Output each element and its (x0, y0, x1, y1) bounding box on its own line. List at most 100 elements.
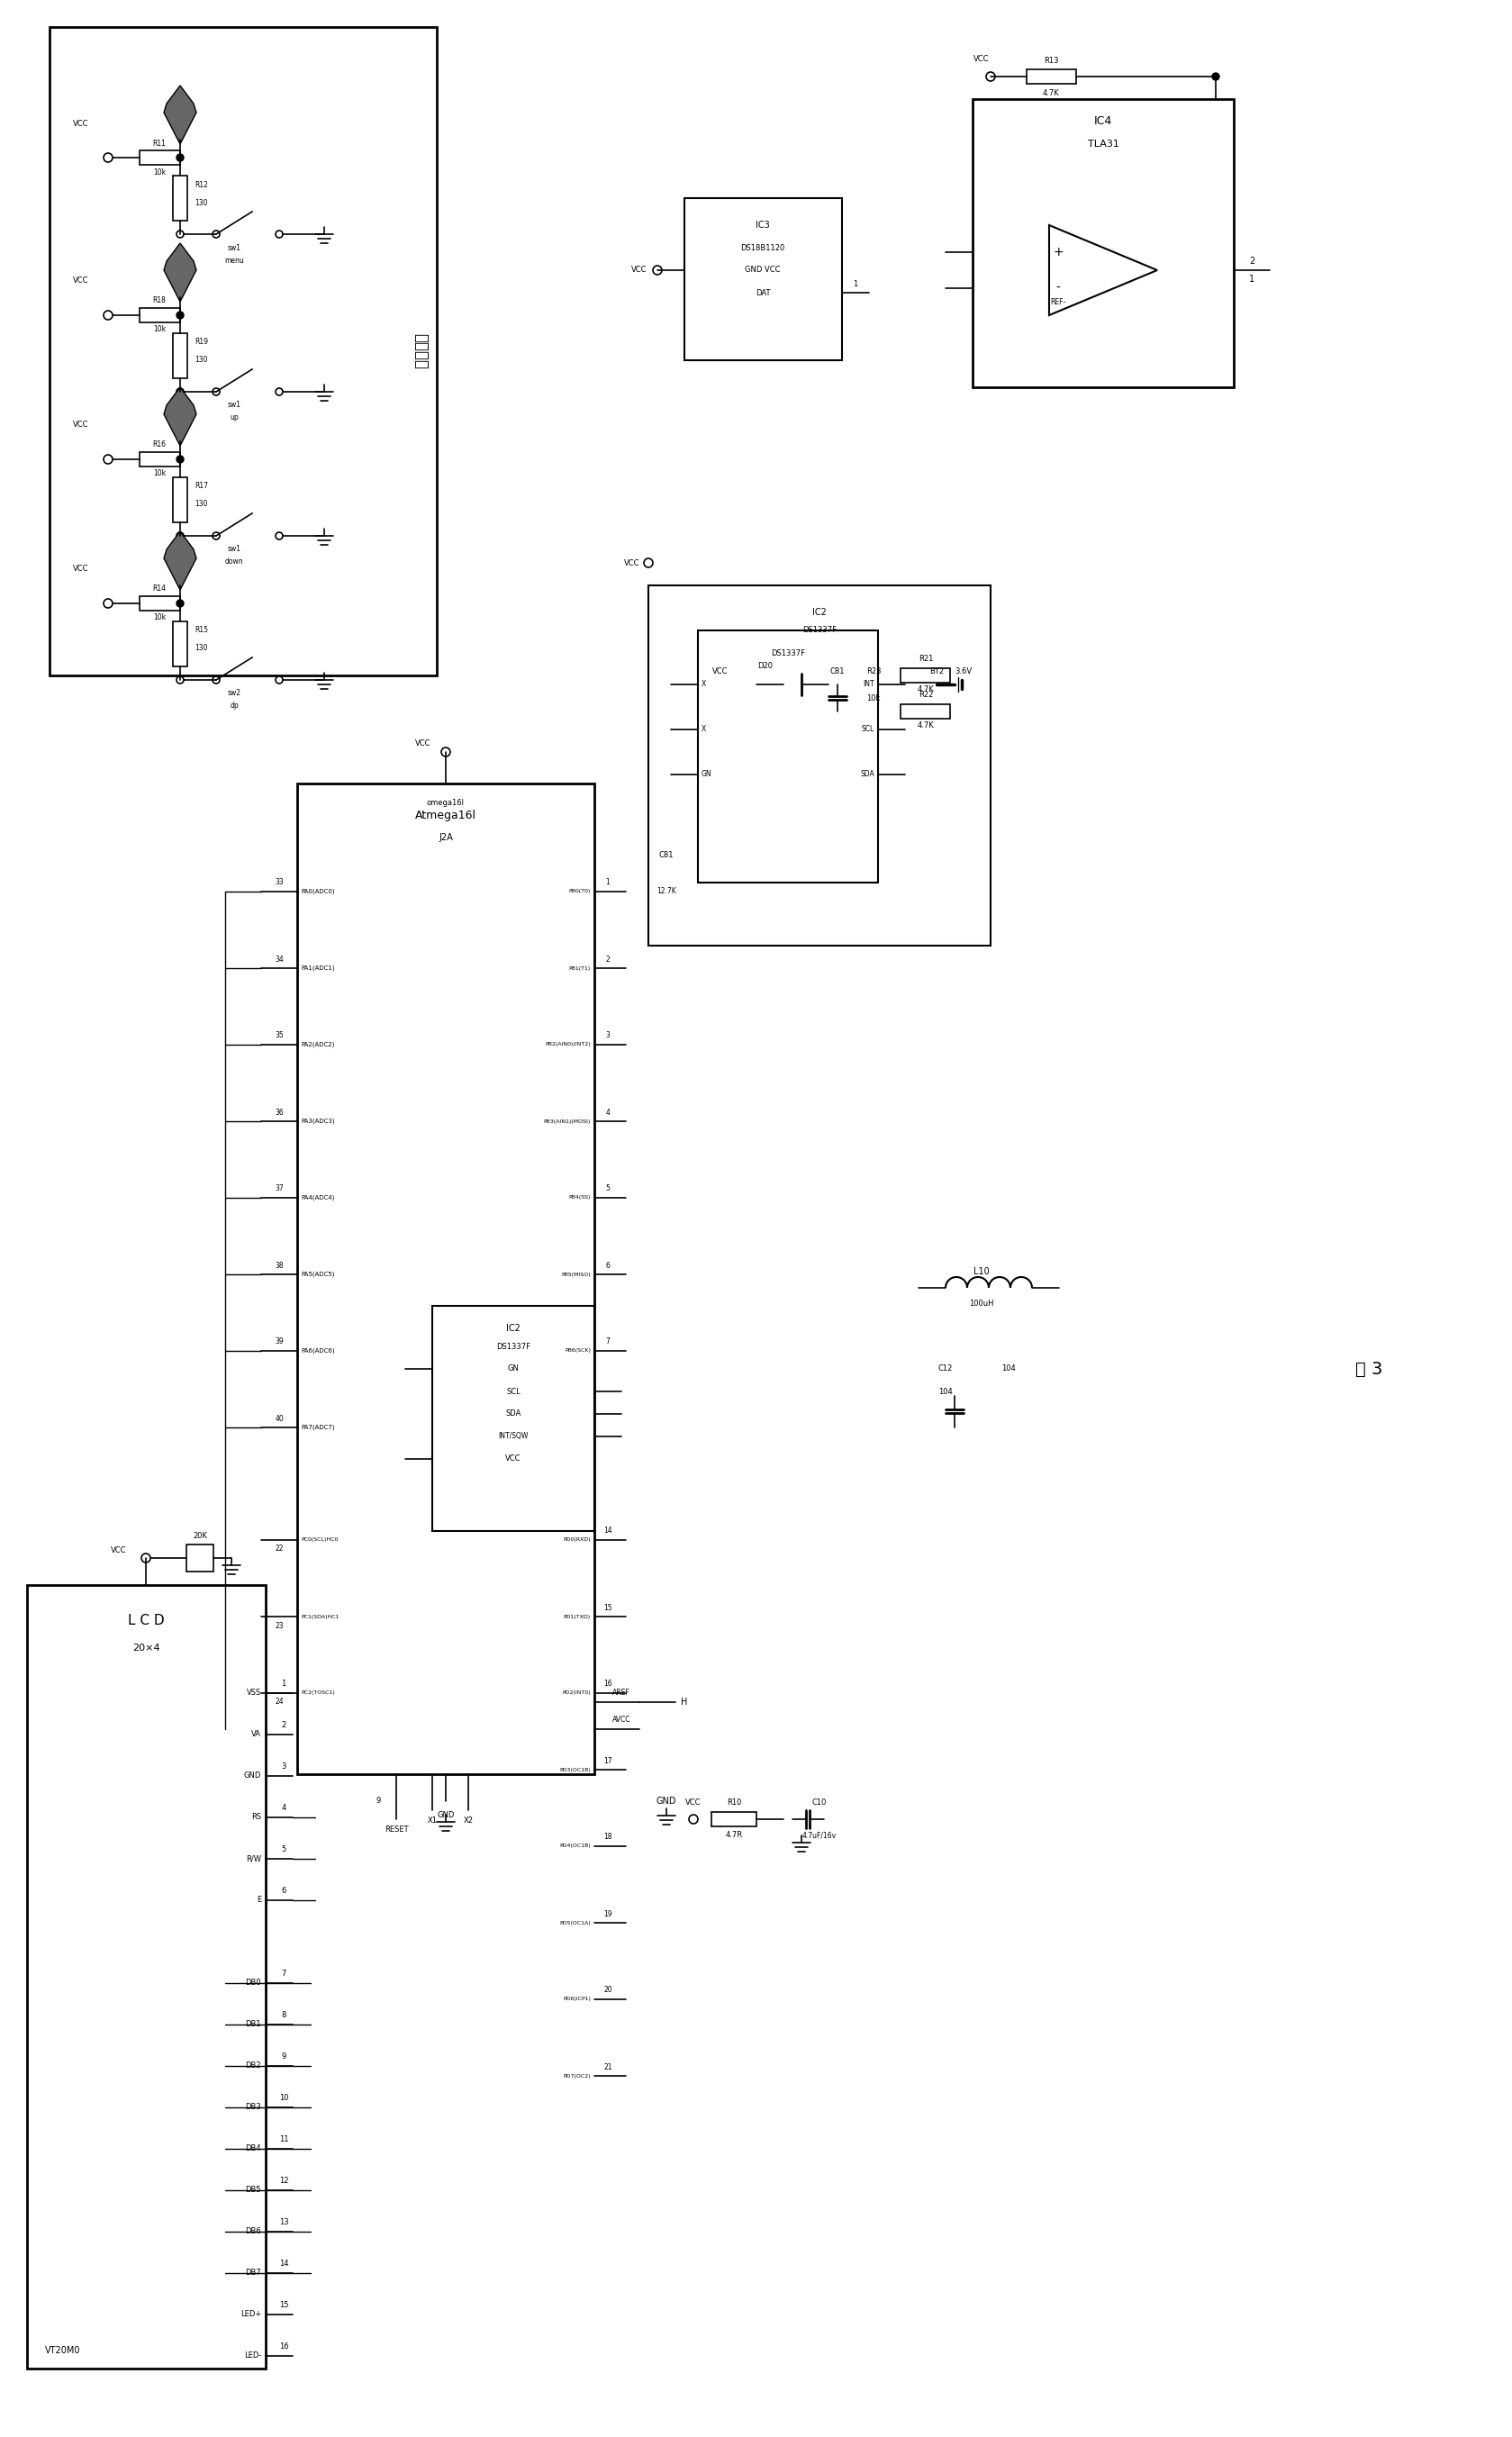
Text: 33: 33 (275, 877, 284, 887)
Polygon shape (163, 244, 197, 302)
Text: VA: VA (251, 1730, 262, 1738)
Bar (139, 151, 180, 166)
Text: Atmega16l: Atmega16l (416, 809, 476, 821)
Text: GND: GND (437, 1811, 455, 1818)
Text: PA1(ADC1): PA1(ADC1) (301, 965, 334, 970)
Text: INT/SQW: INT/SQW (499, 1433, 528, 1440)
Text: PA3(ADC3): PA3(ADC3) (301, 1119, 334, 1123)
Text: R12: R12 (195, 180, 209, 188)
Text: menu: menu (224, 256, 243, 263)
Text: PB4(SS): PB4(SS) (569, 1197, 591, 1199)
Text: PB0(T0): PB0(T0) (569, 890, 591, 894)
Circle shape (177, 600, 184, 607)
Text: PD6(ICP1): PD6(ICP1) (562, 1996, 591, 2001)
Text: up: up (230, 414, 239, 422)
Text: DB2: DB2 (245, 2062, 262, 2069)
Text: C81: C81 (830, 668, 845, 675)
Text: PB2(AIN0)(INT2): PB2(AIN0)(INT2) (546, 1043, 591, 1048)
Bar (865, 677, 897, 692)
Text: J2A: J2A (438, 833, 454, 843)
Text: PA2(ADC2): PA2(ADC2) (301, 1041, 334, 1048)
Text: 40: 40 (275, 1413, 284, 1423)
Text: 3: 3 (606, 1031, 609, 1041)
Bar (901, 668, 950, 682)
Text: DB3: DB3 (245, 2103, 262, 2110)
Text: 1: 1 (606, 877, 609, 887)
Text: 3.6V: 3.6V (956, 668, 972, 675)
Text: 14: 14 (278, 2259, 289, 2269)
Text: 37: 37 (275, 1184, 284, 1192)
Text: GND: GND (656, 1796, 676, 1806)
Text: AREF: AREF (612, 1689, 631, 1696)
Text: 100uH: 100uH (969, 1299, 993, 1309)
Text: 4.7K: 4.7K (918, 685, 934, 695)
Text: 10k: 10k (153, 327, 166, 334)
Text: 38: 38 (275, 1262, 284, 1270)
Text: 1: 1 (853, 280, 857, 288)
Bar (172, 621, 187, 665)
Text: 2: 2 (606, 955, 609, 963)
Text: 15: 15 (278, 2301, 289, 2310)
Text: DB7: DB7 (245, 2269, 262, 2276)
Text: 8: 8 (281, 2011, 286, 2020)
Text: R21: R21 (918, 656, 933, 663)
Text: 10k: 10k (153, 470, 166, 478)
Text: L10: L10 (974, 1267, 989, 1277)
Text: 4: 4 (606, 1109, 609, 1116)
Polygon shape (163, 387, 197, 446)
Text: DB6: DB6 (245, 2227, 262, 2235)
Text: 36: 36 (275, 1109, 284, 1116)
Text: IC2: IC2 (812, 607, 827, 617)
Bar (172, 478, 187, 522)
Text: DS1337F: DS1337F (771, 648, 804, 658)
Text: 7: 7 (606, 1338, 609, 1345)
Text: BT2: BT2 (930, 668, 943, 675)
Text: 14: 14 (603, 1528, 612, 1535)
Text: DS1337F: DS1337F (803, 626, 836, 634)
Text: 11: 11 (278, 2135, 289, 2145)
Bar (172, 334, 187, 378)
Text: PD2(INT0): PD2(INT0) (562, 1691, 591, 1696)
Text: +: + (1052, 246, 1063, 258)
Text: R17: R17 (195, 483, 209, 490)
Text: PA7(ADC7): PA7(ADC7) (301, 1426, 334, 1431)
Text: GND: GND (243, 1772, 262, 1779)
Text: PB3(AIN1)(MOSI): PB3(AIN1)(MOSI) (544, 1119, 591, 1123)
Text: LED+: LED+ (240, 2310, 262, 2318)
Text: SDA: SDA (860, 770, 874, 777)
Text: TLA31: TLA31 (1087, 139, 1119, 149)
Text: R11: R11 (153, 139, 166, 146)
Text: 按键部分: 按键部分 (413, 334, 429, 370)
Text: R16: R16 (153, 441, 166, 448)
Text: PD1(TXD): PD1(TXD) (564, 1613, 591, 1618)
Text: PC2(TOSC1): PC2(TOSC1) (301, 1691, 334, 1696)
Text: 16: 16 (278, 2342, 289, 2352)
Text: VCC: VCC (712, 668, 729, 675)
Text: PD7(OC2): PD7(OC2) (562, 2074, 591, 2079)
Text: RESET: RESET (384, 1825, 408, 1835)
Text: 18: 18 (603, 1833, 612, 1842)
Text: R10: R10 (727, 1799, 741, 1808)
Polygon shape (163, 531, 197, 590)
Text: GN: GN (702, 770, 712, 777)
Text: 4.7K: 4.7K (918, 721, 934, 731)
Text: AVCC: AVCC (612, 1716, 631, 1725)
Text: VCC: VCC (73, 422, 89, 429)
Text: 10k: 10k (866, 695, 880, 702)
Text: GN: GN (508, 1365, 519, 1372)
Text: R15: R15 (195, 626, 209, 634)
Text: 23: 23 (275, 1621, 284, 1630)
Bar (1027, 68, 1077, 83)
Bar (50, 27, 437, 675)
Text: DS18B1120: DS18B1120 (741, 244, 785, 251)
Text: sw1: sw1 (227, 244, 240, 251)
Polygon shape (783, 673, 801, 695)
Text: C81: C81 (659, 851, 674, 860)
Text: 20: 20 (603, 1986, 612, 1993)
Text: dp: dp (230, 702, 239, 709)
Text: 5: 5 (606, 1184, 609, 1192)
Text: 39: 39 (275, 1338, 284, 1345)
Text: PD3(OC1B): PD3(OC1B) (559, 1767, 591, 1772)
Text: VCC: VCC (632, 266, 647, 275)
Text: 34: 34 (275, 955, 284, 963)
